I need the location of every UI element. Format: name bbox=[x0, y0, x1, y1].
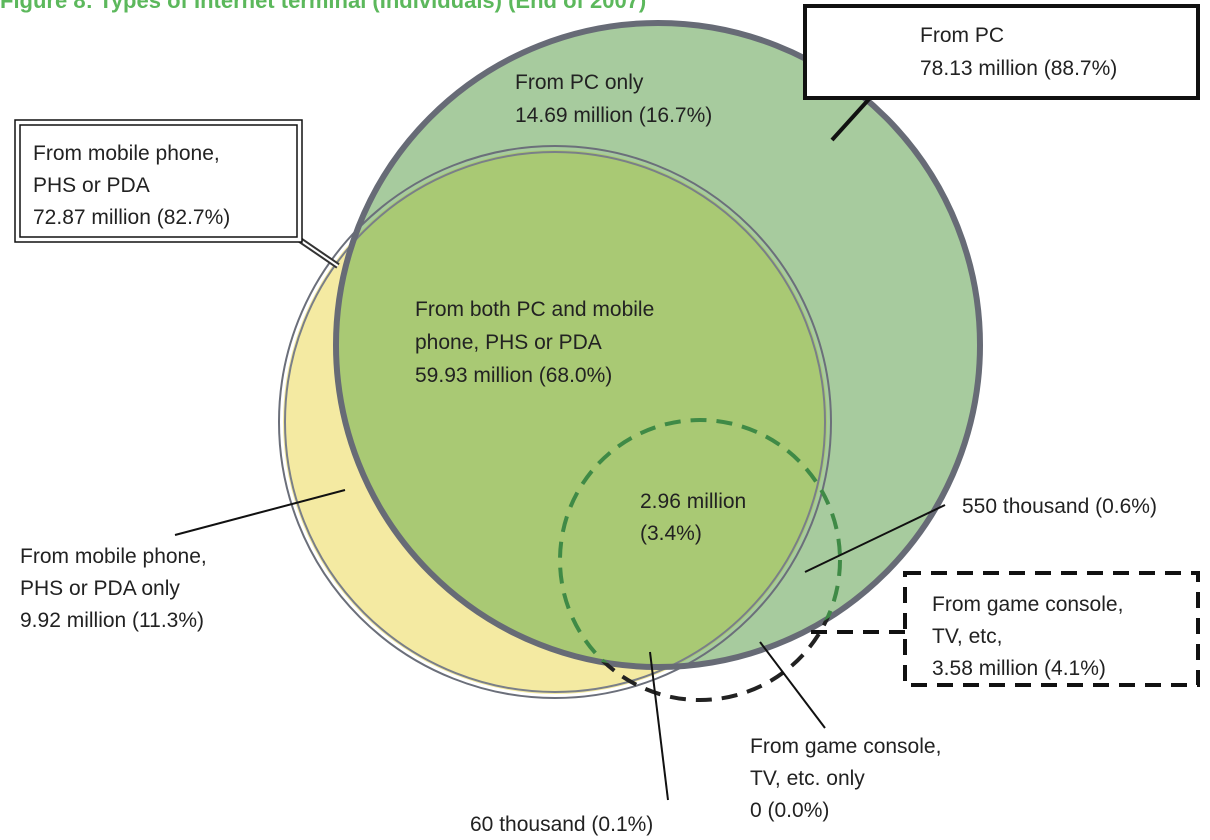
game-only-leader bbox=[759, 641, 826, 729]
label-both: phone, PHS or PDA bbox=[415, 331, 602, 354]
label-pc-box: 78.13 million (88.7%) bbox=[920, 57, 1117, 80]
label-both: From both PC and mobile bbox=[415, 298, 654, 321]
label-pc-box: From PC bbox=[920, 24, 1004, 47]
game-box bbox=[903, 571, 1200, 687]
mobile-only-leader bbox=[174, 489, 346, 536]
label-game-box: From game console, bbox=[932, 593, 1123, 616]
label-mobile-box: From mobile phone, bbox=[33, 142, 220, 165]
pc-box bbox=[803, 4, 1200, 100]
mobile-leader-inner bbox=[299, 239, 339, 267]
label-pc-only: From PC only bbox=[515, 71, 644, 94]
label-mobile-only: 9.92 million (11.3%) bbox=[20, 609, 204, 632]
mobile-outline-inner bbox=[284, 151, 826, 693]
label-mobile-only: PHS or PDA only bbox=[20, 577, 180, 600]
label-mobile-box: PHS or PDA bbox=[33, 174, 150, 197]
pc-leader bbox=[830, 96, 872, 142]
label-both: 59.93 million (68.0%) bbox=[415, 364, 612, 387]
label-game-only: From game console, bbox=[750, 735, 941, 758]
label-pc-only: 14.69 million (16.7%) bbox=[515, 104, 712, 127]
mobile-outline-outer bbox=[278, 145, 832, 699]
label-game-box: TV, etc, bbox=[932, 625, 1002, 648]
pc-outline bbox=[333, 20, 983, 670]
label-all-three: (3.4%) bbox=[640, 522, 702, 545]
label-pc-game: 550 thousand (0.6%) bbox=[962, 495, 1157, 518]
label-game-box: 3.58 million (4.1%) bbox=[932, 657, 1106, 680]
label-game-only: TV, etc. only bbox=[750, 767, 865, 790]
mobile-box-inner bbox=[19, 124, 298, 238]
title: Figure 8: Types of Internet terminal (In… bbox=[0, 0, 646, 13]
label-game-only: 0 (0.0%) bbox=[750, 799, 829, 822]
label-all-three: 2.96 million bbox=[640, 490, 746, 513]
label-mobile-game: 60 thousand (0.1%) bbox=[470, 813, 653, 836]
game-circle-outside bbox=[558, 418, 842, 702]
pc-game-leader bbox=[804, 504, 946, 573]
label-mobile-only: From mobile phone, bbox=[20, 545, 207, 568]
label-mobile-box: 72.87 million (82.7%) bbox=[33, 206, 230, 229]
mobile-game-leader bbox=[649, 651, 669, 801]
